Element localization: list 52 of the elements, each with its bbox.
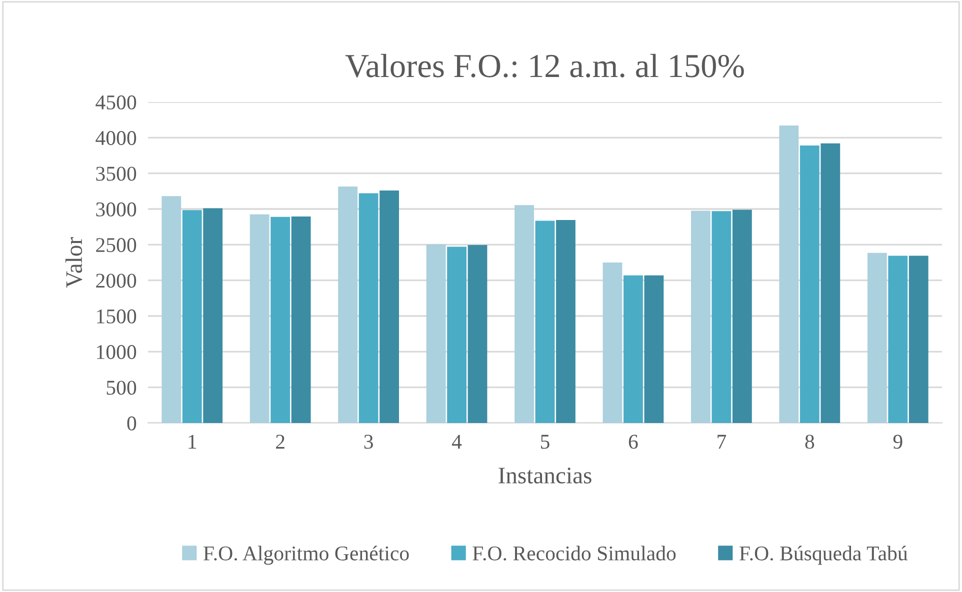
y-tick-label: 2500 <box>96 238 136 252</box>
chart-title: Valores F.O.: 12 a.m. al 150% <box>345 54 744 78</box>
x-tick-label: 6 <box>628 434 638 449</box>
x-tick-label: 5 <box>541 434 550 449</box>
y-tick-label: 0 <box>127 416 136 430</box>
bar <box>162 196 182 423</box>
x-tick-label: 8 <box>805 434 814 449</box>
bar <box>514 205 534 423</box>
y-tick-label: 1500 <box>97 309 136 324</box>
bar <box>535 220 555 423</box>
bar <box>867 252 887 423</box>
bar <box>820 143 840 423</box>
legend-label: F.O. Algoritmo Genético <box>204 546 409 565</box>
bar <box>800 146 820 423</box>
bar <box>732 210 752 423</box>
bar <box>556 220 576 423</box>
bar <box>624 275 643 423</box>
y-tick-label: 3500 <box>96 166 136 181</box>
bar <box>468 245 488 423</box>
x-tick-label: 2 <box>276 434 284 449</box>
y-axis-title: Valor <box>65 237 82 288</box>
legend-label: F.O. Búsqueda Tabú <box>740 546 908 565</box>
bar <box>358 193 378 423</box>
bar <box>712 211 732 423</box>
legend-label: F.O. Recocido Simulado <box>472 546 676 561</box>
bar <box>270 216 290 423</box>
bar <box>203 208 223 423</box>
x-tick-label: 1 <box>188 434 196 449</box>
bar <box>182 210 202 423</box>
y-tick-label: 4500 <box>96 95 136 110</box>
bar <box>908 256 928 423</box>
bar <box>602 262 622 423</box>
bar <box>447 246 466 423</box>
bar <box>250 214 270 423</box>
bar <box>691 210 710 423</box>
bar <box>426 244 446 423</box>
x-tick-label: 7 <box>718 434 726 449</box>
bar <box>644 275 664 423</box>
y-tick-label: 500 <box>106 380 136 395</box>
x-tick-label: 9 <box>893 434 902 449</box>
bar <box>291 216 311 423</box>
x-tick-label: 3 <box>364 434 373 449</box>
x-axis-title: Instancias <box>498 468 592 484</box>
y-tick-label: 4000 <box>96 131 136 146</box>
y-tick-label: 2000 <box>96 274 136 288</box>
bar <box>888 256 908 423</box>
y-tick-label: 1000 <box>97 345 136 360</box>
y-tick-label: 3000 <box>96 202 136 216</box>
bar <box>380 190 399 423</box>
x-tick-label: 4 <box>452 434 462 449</box>
bar <box>338 186 358 423</box>
bar <box>779 126 799 423</box>
